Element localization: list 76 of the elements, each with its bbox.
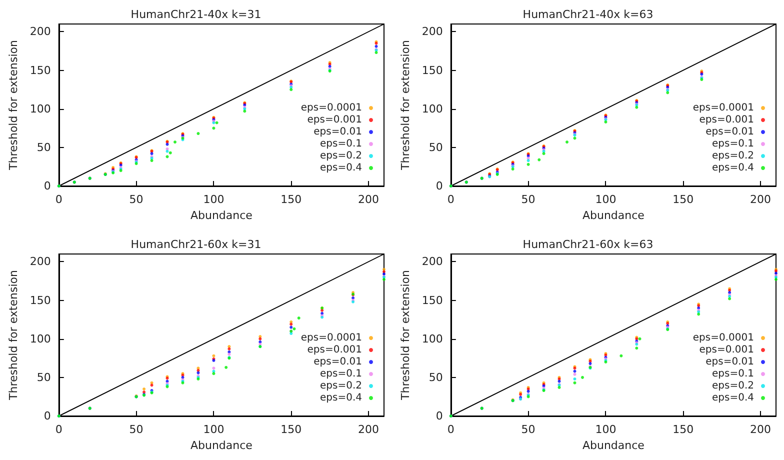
x-tick-label: 150	[280, 423, 302, 436]
legend-label: eps=0.2	[320, 380, 362, 392]
x-tick-label: 50	[129, 423, 144, 436]
x-axis-title: Abundance	[582, 439, 645, 452]
legend-label: eps=0.001	[699, 114, 754, 126]
y-tick-label: 0	[44, 180, 51, 192]
y-axis-title: Threshold for extension	[399, 40, 412, 171]
legend-label: eps=0.01	[314, 356, 362, 368]
legend-label: eps=0.4	[712, 392, 754, 404]
legend-label: eps=0.001	[699, 344, 754, 356]
legend-label: eps=0.01	[706, 126, 754, 138]
y-tick-label: 0	[436, 410, 443, 422]
legend-label: eps=0.001	[307, 344, 362, 356]
legend-label: eps=0.1	[320, 138, 362, 150]
legend-label: eps=0.2	[320, 150, 362, 162]
y-tick-label: 50	[36, 370, 51, 384]
x-tick-label: 50	[521, 193, 536, 206]
legend-label: eps=0.0001	[692, 332, 754, 344]
y-tick-label: 50	[36, 140, 51, 154]
y-tick-label: 0	[44, 410, 51, 422]
chart-title: HumanChr21-40x k=63	[522, 8, 654, 21]
y-tick-label: 200	[30, 25, 51, 38]
x-tick-label: 100	[595, 423, 616, 436]
y-tick-label: 0	[436, 180, 443, 192]
chart-title: HumanChr21-60x k=63	[522, 238, 654, 251]
legend-label: eps=0.001	[307, 114, 362, 126]
y-axis-title: Threshold for extension	[399, 270, 412, 401]
x-tick-label: 100	[203, 423, 224, 436]
x-axis-title: Abundance	[190, 439, 253, 452]
x-tick-label: 50	[129, 193, 144, 206]
x-tick-label: 100	[595, 193, 616, 206]
x-tick-label: 150	[672, 423, 694, 436]
legend-label: eps=0.01	[314, 126, 362, 138]
legend-label: eps=0.1	[320, 368, 362, 380]
legend-label: eps=0.1	[712, 368, 754, 380]
x-tick-label: 150	[672, 193, 694, 206]
y-tick-label: 200	[30, 255, 51, 268]
x-axis-title: Abundance	[582, 209, 645, 222]
y-tick-label: 50	[428, 370, 443, 384]
legend-label: eps=0.01	[706, 356, 754, 368]
legend-label: eps=0.4	[320, 392, 362, 404]
y-tick-label: 100	[30, 332, 51, 346]
x-tick-label: 200	[358, 193, 380, 206]
x-tick-label: 200	[750, 193, 772, 206]
legend-label: eps=0.0001	[692, 102, 754, 114]
y-tick-label: 100	[422, 102, 443, 116]
chart-title: HumanChr21-60x k=31	[130, 238, 262, 251]
y-tick-label: 50	[428, 140, 443, 154]
legend-label: eps=0.0001	[300, 332, 362, 344]
y-tick-label: 150	[422, 294, 443, 307]
y-tick-label: 150	[30, 64, 51, 77]
y-tick-label: 100	[422, 332, 443, 346]
x-tick-label: 0	[447, 193, 454, 206]
y-tick-label: 150	[30, 294, 51, 307]
x-tick-label: 200	[750, 423, 772, 436]
x-tick-label: 50	[521, 423, 536, 436]
x-tick-label: 0	[447, 423, 454, 436]
chart-title: HumanChr21-40x k=31	[130, 8, 262, 21]
x-tick-label: 0	[55, 423, 62, 436]
legend-label: eps=0.4	[712, 162, 754, 174]
y-tick-label: 200	[422, 255, 443, 268]
y-axis-title: Threshold for extension	[7, 40, 20, 171]
x-tick-label: 200	[358, 423, 380, 436]
legend-label: eps=0.4	[320, 162, 362, 174]
legend-label: eps=0.0001	[300, 102, 362, 114]
x-tick-label: 100	[203, 193, 224, 206]
y-tick-label: 150	[422, 64, 443, 77]
y-tick-label: 200	[422, 25, 443, 38]
x-tick-label: 0	[55, 193, 62, 206]
legend-label: eps=0.2	[712, 150, 754, 162]
y-tick-label: 100	[30, 102, 51, 116]
y-axis-title: Threshold for extension	[7, 270, 20, 401]
x-tick-label: 150	[280, 193, 302, 206]
legend-label: eps=0.2	[712, 380, 754, 392]
legend-label: eps=0.1	[712, 138, 754, 150]
x-axis-title: Abundance	[190, 209, 253, 222]
